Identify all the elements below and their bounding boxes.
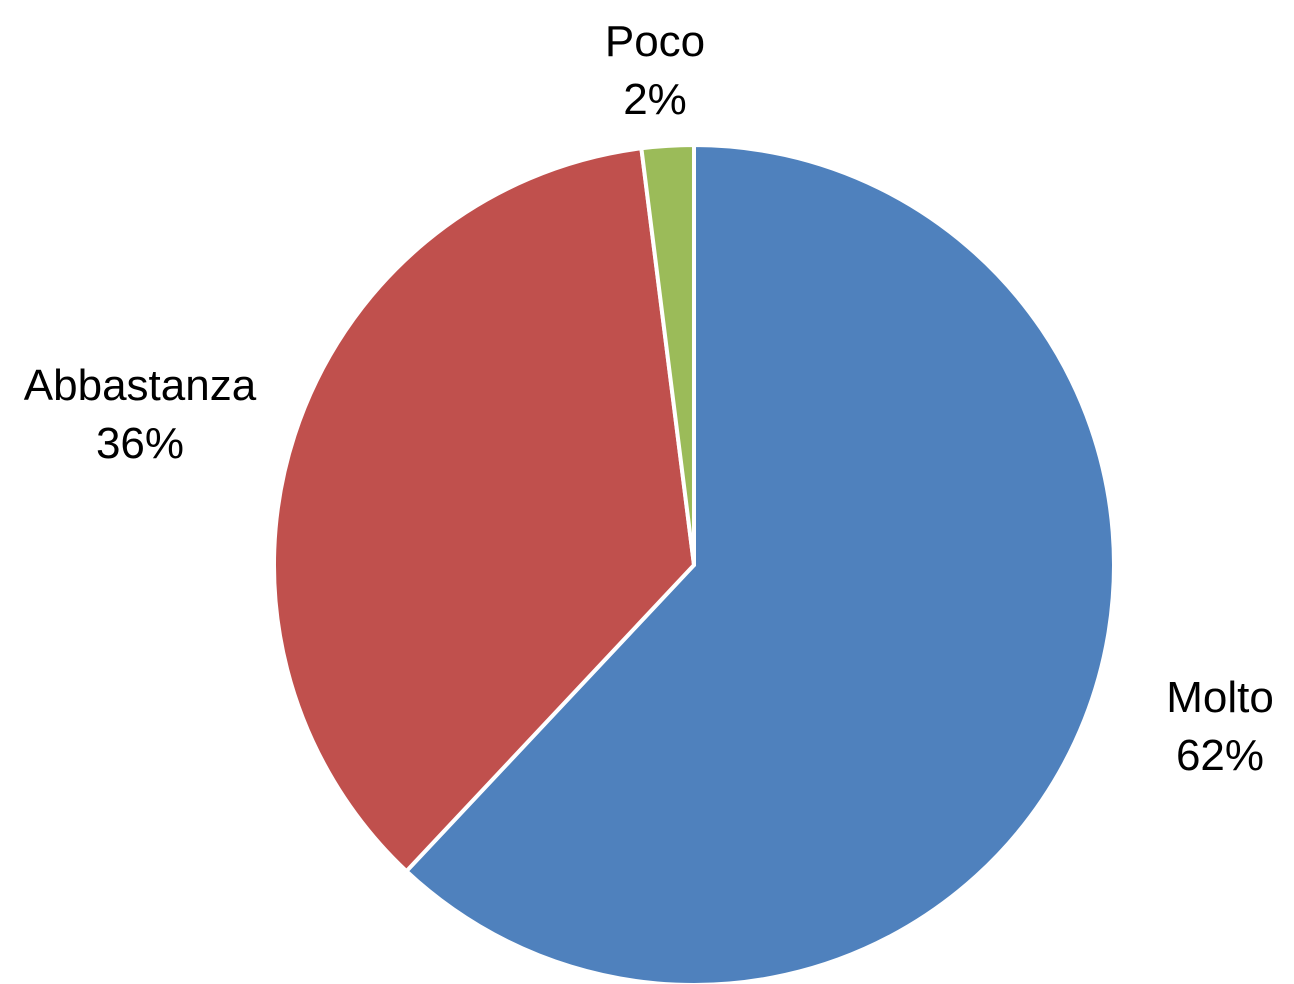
percentage-label: 36%: [96, 419, 184, 468]
category-label: Abbastanza: [24, 361, 257, 410]
pie-slice-abbastanza: [272, 146, 696, 874]
category-label: Molto: [1166, 673, 1274, 722]
pie-labels: Molto 62% Abbastanza 36% Poco 2%: [24, 17, 1274, 780]
category-label: Poco: [605, 17, 705, 66]
data-label-molto: Molto 62%: [1166, 673, 1274, 780]
percentage-label: 2%: [623, 75, 687, 124]
data-label-abbastanza: Abbastanza 36%: [24, 361, 257, 468]
data-label-poco: Poco 2%: [605, 17, 705, 124]
pie-slices: [272, 143, 1116, 984]
percentage-label: 62%: [1176, 731, 1264, 780]
pie-slice-poco: [639, 143, 696, 567]
pie-slice-molto: [404, 143, 1116, 984]
